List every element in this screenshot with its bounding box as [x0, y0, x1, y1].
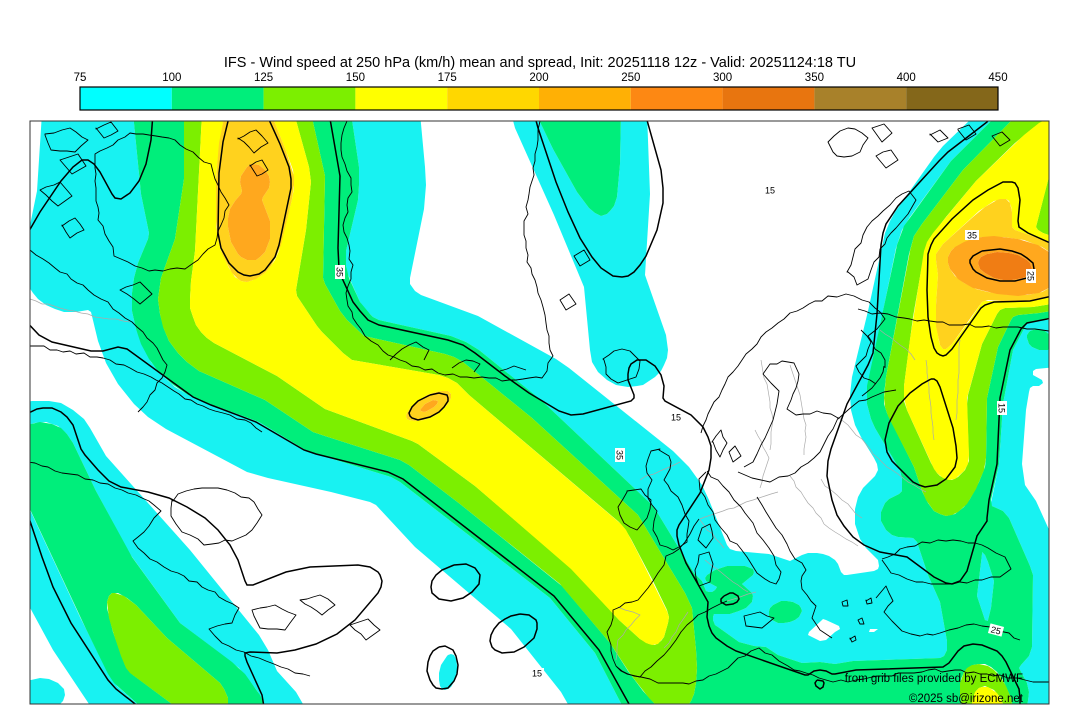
svg-text:100: 100: [162, 72, 181, 84]
svg-text:35: 35: [615, 450, 625, 460]
svg-text:175: 175: [438, 72, 457, 84]
svg-text:15: 15: [532, 669, 542, 679]
svg-text:from grib files provided by EC: from grib files provided by ECMWF: [845, 673, 1023, 685]
svg-text:15: 15: [765, 186, 775, 196]
svg-text:200: 200: [529, 72, 548, 84]
svg-text:25: 25: [990, 624, 1002, 636]
svg-text:150: 150: [346, 72, 365, 84]
svg-text:©2025 sb@irizone.net: ©2025 sb@irizone.net: [909, 693, 1024, 705]
svg-text:125: 125: [254, 72, 273, 84]
svg-text:300: 300: [713, 72, 732, 84]
svg-text:250: 250: [621, 72, 640, 84]
svg-text:350: 350: [805, 72, 824, 84]
svg-text:400: 400: [897, 72, 916, 84]
svg-text:35: 35: [967, 231, 977, 241]
svg-text:35: 35: [335, 267, 345, 277]
svg-text:25: 25: [1026, 271, 1036, 281]
svg-text:IFS - Wind speed at 250 hPa (k: IFS - Wind speed at 250 hPa (km/h) mean …: [224, 55, 856, 71]
svg-text:75: 75: [74, 72, 87, 84]
svg-text:15: 15: [997, 403, 1007, 413]
svg-text:15: 15: [671, 413, 681, 423]
svg-text:450: 450: [988, 72, 1007, 84]
